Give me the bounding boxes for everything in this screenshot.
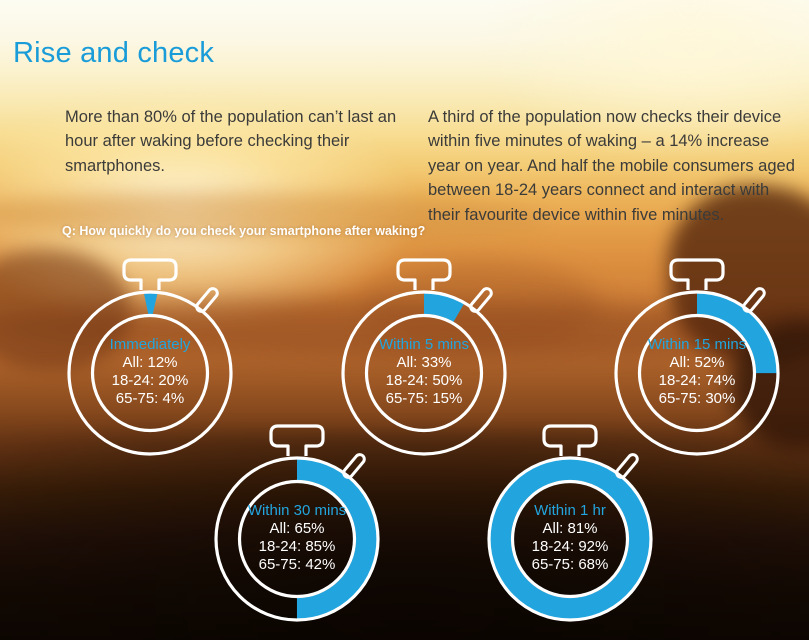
- dial-fill-arc: [217, 459, 377, 619]
- time-bucket-label: Within 30 mins: [247, 502, 347, 519]
- dark-foreground: [0, 430, 809, 640]
- stopwatch-stats: Within 5 mins All: 33% 18-24: 50% 65-75:…: [324, 336, 524, 408]
- stat-18-24: 18-24: 85%: [258, 538, 336, 555]
- stat-18-24: 18-24: 74%: [658, 372, 736, 389]
- stat-65-75: 65-75: 68%: [531, 556, 609, 573]
- side-button-icon: [469, 287, 493, 313]
- stopwatch-icon: [487, 424, 653, 622]
- time-bucket-label: Within 1 hr: [534, 502, 606, 519]
- stat-65-75: 65-75: 4%: [115, 390, 185, 407]
- stopwatch-icon: [214, 424, 380, 622]
- side-button-icon: [195, 287, 219, 313]
- stopwatch-icon: [614, 258, 780, 456]
- stopwatch-within-15-mins: Within 15 mins All: 52% 18-24: 74% 65-75…: [597, 258, 797, 458]
- stopwatch-immediately: Immediately All: 12% 18-24: 20% 65-75: 4…: [50, 258, 250, 458]
- time-bucket-label: Within 5 mins: [378, 336, 470, 353]
- page-title: Rise and check: [13, 37, 215, 70]
- side-button-icon: [615, 453, 639, 479]
- stopwatch-stats: Within 30 mins All: 65% 18-24: 85% 65-75…: [197, 502, 397, 574]
- outer-ring: [487, 456, 653, 622]
- crown-button-icon: [669, 258, 725, 290]
- dial-fill-arc: [617, 293, 777, 453]
- side-button-icon: [742, 287, 766, 313]
- stat-65-75: 65-75: 42%: [258, 556, 336, 573]
- inner-ring: [237, 479, 357, 599]
- time-bucket-label: Within 15 mins: [647, 336, 747, 353]
- stat-all: All: 52%: [669, 354, 725, 371]
- outer-ring: [341, 290, 507, 456]
- stopwatch-icon: [67, 258, 233, 456]
- inner-ring: [510, 479, 630, 599]
- stopwatch-within-5-mins: Within 5 mins All: 33% 18-24: 50% 65-75:…: [324, 258, 524, 458]
- dial-fill-arc: [344, 293, 504, 453]
- stat-18-24: 18-24: 92%: [531, 538, 609, 555]
- stat-18-24: 18-24: 20%: [111, 372, 189, 389]
- stat-all: All: 33%: [396, 354, 452, 371]
- outer-ring: [614, 290, 780, 456]
- stopwatch-within-30-mins: Within 30 mins All: 65% 18-24: 85% 65-75…: [197, 424, 397, 624]
- inner-ring: [637, 313, 757, 433]
- stopwatch-icon: [341, 258, 507, 456]
- stat-all: All: 81%: [542, 520, 598, 537]
- stopwatch-within-1-hr: Within 1 hr All: 81% 18-24: 92% 65-75: 6…: [470, 424, 670, 624]
- crown-button-icon: [542, 424, 598, 456]
- time-bucket-label: Immediately: [109, 336, 191, 353]
- stopwatch-stats: Within 1 hr All: 81% 18-24: 92% 65-75: 6…: [470, 502, 670, 574]
- stat-65-75: 65-75: 15%: [385, 390, 463, 407]
- crown-button-icon: [396, 258, 452, 290]
- dial-fill-wedge: [143, 292, 158, 316]
- outer-ring: [214, 456, 380, 622]
- stat-all: All: 12%: [122, 354, 178, 371]
- survey-question-label: Q: How quickly do you check your smartph…: [62, 224, 426, 238]
- inner-ring: [90, 313, 210, 433]
- stat-65-75: 65-75: 30%: [658, 390, 736, 407]
- outer-ring: [67, 290, 233, 456]
- side-button-icon: [342, 453, 366, 479]
- stat-all: All: 65%: [269, 520, 325, 537]
- stopwatch-stats: Immediately All: 12% 18-24: 20% 65-75: 4…: [50, 336, 250, 408]
- inner-ring: [364, 313, 484, 433]
- crown-button-icon: [122, 258, 178, 290]
- dial-fill-arc: [490, 459, 650, 619]
- intro-paragraph-right: A third of the population now checks the…: [428, 107, 795, 224]
- intro-paragraph-left: More than 80% of the population can’t la…: [65, 107, 397, 175]
- stat-18-24: 18-24: 50%: [385, 372, 463, 389]
- crown-button-icon: [269, 424, 325, 456]
- stopwatch-stats: Within 15 mins All: 52% 18-24: 74% 65-75…: [597, 336, 797, 408]
